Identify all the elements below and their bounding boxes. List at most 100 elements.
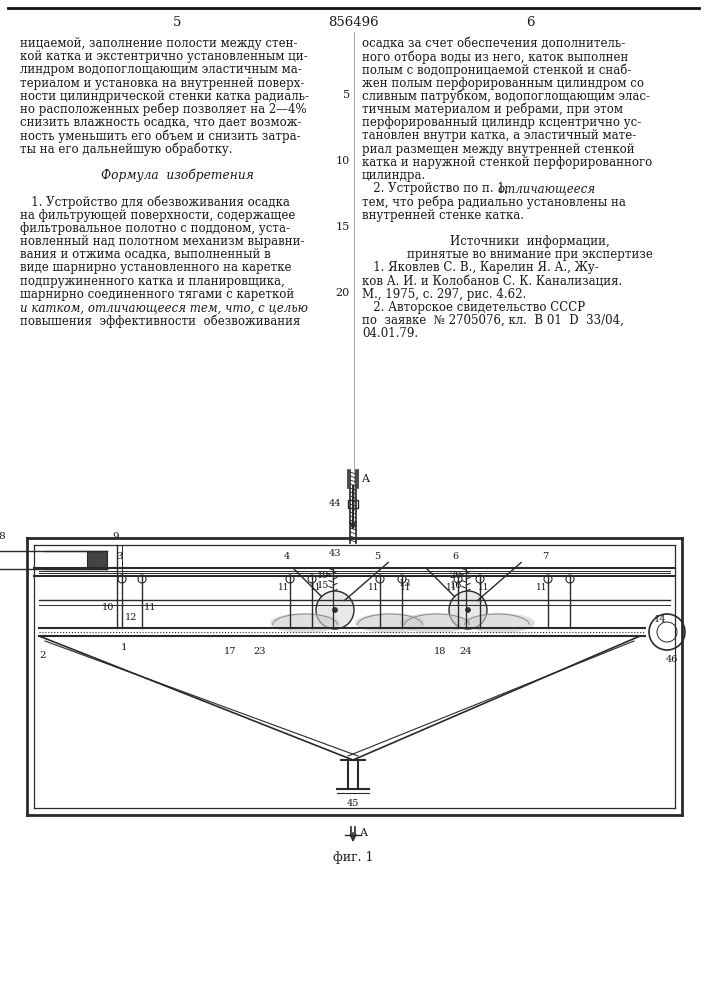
Text: 10: 10 [336, 156, 350, 166]
Text: внутренней стенке катка.: внутренней стенке катка. [362, 209, 524, 222]
Text: 2. Устройство по п. 1,: 2. Устройство по п. 1, [362, 182, 513, 195]
Circle shape [449, 591, 487, 629]
Text: 45: 45 [347, 799, 359, 808]
Text: 1. Устройство для обезвоживания осадка: 1. Устройство для обезвоживания осадка [20, 195, 290, 209]
Text: перфорированный цилиндр ксцентрично ус-: перфорированный цилиндр ксцентрично ус- [362, 116, 641, 129]
Text: 16: 16 [450, 582, 462, 590]
Text: по  заявке  № 2705076, кл.  В 01  D  33/04,: по заявке № 2705076, кл. В 01 D 33/04, [362, 314, 624, 327]
Circle shape [316, 591, 354, 629]
Text: 20: 20 [450, 570, 462, 580]
Text: ности цилиндрической стенки катка радиаль-: ности цилиндрической стенки катка радиал… [20, 90, 309, 103]
Text: териалом и установка на внутренней поверх-: териалом и установка на внутренней повер… [20, 77, 305, 90]
Circle shape [118, 575, 126, 583]
Text: 13: 13 [399, 578, 411, 587]
Text: новленный над полотном механизм выравни-: новленный над полотном механизм выравни- [20, 235, 305, 248]
Text: 11: 11 [536, 584, 548, 592]
Text: и катком, отличающееся тем, что, с целью: и катком, отличающееся тем, что, с целью [20, 301, 308, 314]
Text: ницаемой, заполнение полости между стен-: ницаемой, заполнение полости между стен- [20, 37, 298, 50]
Text: Формула  изобретения: Формула изобретения [100, 169, 253, 182]
Text: М., 1975, с. 297, рис. 4.62.: М., 1975, с. 297, рис. 4.62. [362, 288, 526, 301]
Text: 2. Авторское свидетельство СССР: 2. Авторское свидетельство СССР [362, 301, 585, 314]
Text: 14: 14 [654, 615, 666, 624]
Text: 18: 18 [434, 647, 446, 656]
Text: 11: 11 [446, 584, 457, 592]
Text: 5: 5 [374, 552, 380, 561]
Text: 44: 44 [329, 499, 341, 508]
Text: линдром водопоглощающим эластичным ма-: линдром водопоглощающим эластичным ма- [20, 63, 302, 76]
Text: вания и отжима осадка, выполненный в: вания и отжима осадка, выполненный в [20, 248, 271, 261]
Text: 12: 12 [125, 613, 137, 622]
Text: A: A [361, 474, 369, 484]
Text: осадка за счет обеспечения дополнитель-: осадка за счет обеспечения дополнитель- [362, 37, 625, 50]
Text: 1. Яковлев С. В., Карелин Я. А., Жу-: 1. Яковлев С. В., Карелин Я. А., Жу- [362, 261, 599, 274]
Text: 6: 6 [452, 552, 458, 561]
Text: тановлен внутри катка, а эластичный мате-: тановлен внутри катка, а эластичный мате… [362, 129, 636, 142]
Text: 6: 6 [526, 15, 534, 28]
Text: риал размещен между внутренней стенкой: риал размещен между внутренней стенкой [362, 143, 635, 156]
Text: 5: 5 [173, 15, 181, 28]
Circle shape [398, 575, 406, 583]
Text: виде шарнирно установленного на каретке: виде шарнирно установленного на каретке [20, 261, 291, 274]
Text: ность уменьшить его объем и снизить затра-: ность уменьшить его объем и снизить затр… [20, 129, 300, 143]
Text: 7: 7 [542, 552, 548, 561]
Text: 11: 11 [279, 584, 290, 592]
Bar [87, 551, 107, 569]
Text: A: A [359, 828, 367, 838]
Circle shape [476, 575, 484, 583]
Text: 11: 11 [310, 584, 322, 592]
Text: принятые во внимание при экспертизе: принятые во внимание при экспертизе [407, 248, 653, 261]
Text: катка и наружной стенкой перфорированного: катка и наружной стенкой перфорированног… [362, 156, 653, 169]
Text: фильтровальное полотно с поддоном, уста-: фильтровальное полотно с поддоном, уста- [20, 222, 290, 235]
Text: 17: 17 [223, 647, 236, 656]
Bar [348, 500, 358, 508]
Circle shape [138, 575, 146, 583]
Text: 15: 15 [317, 582, 329, 590]
Text: снизить влажность осадка, что дает возмож-: снизить влажность осадка, что дает возмо… [20, 116, 301, 129]
Text: шарнирно соединенного тягами с кареткой: шарнирно соединенного тягами с кареткой [20, 288, 294, 301]
Text: Источники  информации,: Источники информации, [450, 235, 610, 248]
Text: жен полым перфорированным цилиндром со: жен полым перфорированным цилиндром со [362, 77, 644, 90]
Text: повышения  эффективности  обезвоживания: повышения эффективности обезвоживания [20, 314, 300, 328]
Text: 19: 19 [317, 570, 329, 580]
Text: фиг. 1: фиг. 1 [333, 850, 373, 863]
Text: 2: 2 [39, 652, 46, 660]
Circle shape [465, 607, 470, 612]
Circle shape [332, 607, 337, 612]
Text: на фильтрующей поверхности, содержащее: на фильтрующей поверхности, содержащее [20, 209, 296, 222]
Text: подпружиненного катка и планировщика,: подпружиненного катка и планировщика, [20, 275, 285, 288]
Text: 11: 11 [368, 584, 380, 592]
Text: 10: 10 [102, 603, 114, 612]
Ellipse shape [270, 613, 340, 633]
Text: 11: 11 [400, 584, 411, 592]
Text: 11: 11 [478, 584, 490, 592]
Text: сливным патрубком, водопоглощающим элас-: сливным патрубком, водопоглощающим элас- [362, 90, 650, 103]
Text: 3: 3 [116, 552, 122, 561]
Text: 43: 43 [329, 550, 341, 558]
Text: отличающееся: отличающееся [497, 182, 595, 195]
Text: кой катка и экстентрично установленным ци-: кой катка и экстентрично установленным ц… [20, 50, 308, 63]
Circle shape [566, 575, 574, 583]
Text: 15: 15 [336, 222, 350, 232]
Text: 24: 24 [460, 647, 472, 656]
Text: 9: 9 [112, 532, 119, 541]
Text: ков А. И. и Колобанов С. К. Канализация.: ков А. И. и Колобанов С. К. Канализация. [362, 275, 622, 288]
Circle shape [308, 575, 316, 583]
Text: 5: 5 [343, 90, 350, 100]
Circle shape [544, 575, 552, 583]
Text: 11: 11 [144, 603, 156, 612]
Circle shape [454, 575, 462, 583]
Text: 20: 20 [336, 288, 350, 298]
Ellipse shape [400, 613, 470, 633]
Text: ты на его дальнейшую обработку.: ты на его дальнейшую обработку. [20, 143, 233, 156]
Text: 856496: 856496 [327, 15, 378, 28]
Text: тем, что ребра радиально установлены на: тем, что ребра радиально установлены на [362, 195, 626, 209]
Text: ного отбора воды из него, каток выполнен: ного отбора воды из него, каток выполнен [362, 50, 629, 64]
Ellipse shape [465, 613, 535, 633]
Circle shape [376, 575, 384, 583]
Ellipse shape [355, 613, 425, 633]
Text: тичным материалом и ребрами, при этом: тичным материалом и ребрами, при этом [362, 103, 623, 116]
Text: 4: 4 [284, 552, 290, 561]
Text: 23: 23 [254, 647, 267, 656]
Text: 1: 1 [121, 644, 127, 652]
Circle shape [286, 575, 294, 583]
